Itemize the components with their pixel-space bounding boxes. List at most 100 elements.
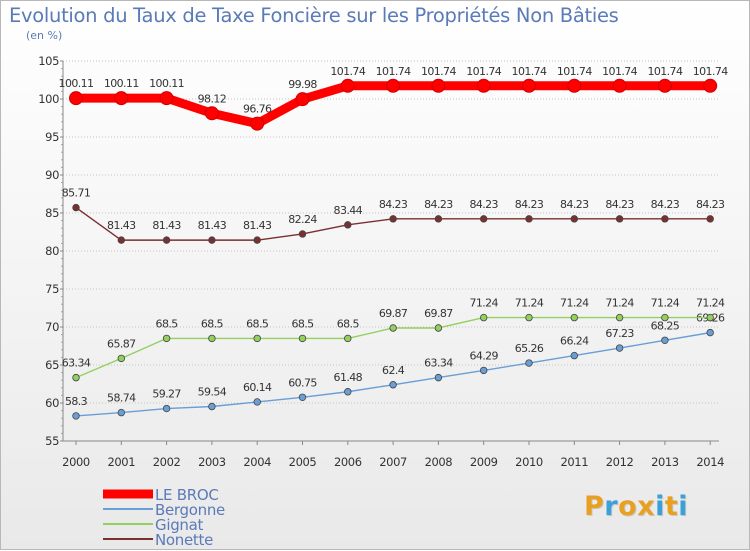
series-gignat: 63.34 65.87 68.5 68.5 68.5 68.5 68.5 69.87 69.87…	[62, 297, 726, 382]
data-label: 100.11	[59, 77, 94, 90]
x-tick-label: 2009	[470, 455, 498, 469]
data-label: 84.23	[605, 198, 634, 211]
data-label: 84.23	[560, 198, 589, 211]
data-label: 60.14	[243, 381, 272, 394]
y-tick-label: 95	[45, 130, 59, 144]
data-point	[389, 324, 397, 332]
data-label: 59.27	[152, 388, 181, 401]
data-point	[661, 313, 669, 322]
data-point	[250, 116, 265, 131]
data-point	[434, 324, 443, 332]
data-label: 101.74	[512, 65, 547, 78]
data-point	[434, 373, 443, 382]
x-tick-label: 2014	[696, 455, 724, 469]
data-label: 101.74	[647, 65, 682, 78]
x-tick-label: 2012	[606, 455, 634, 469]
data-label: 71.24	[515, 297, 544, 310]
data-point	[567, 78, 582, 93]
data-point	[525, 313, 533, 322]
data-point	[253, 398, 261, 406]
data-label: 84.23	[515, 198, 544, 211]
data-point	[480, 313, 488, 322]
data-label: 65.26	[515, 342, 544, 355]
data-point	[162, 404, 171, 413]
data-label: 68.25	[651, 319, 680, 332]
data-point	[114, 91, 129, 106]
data-label: 59.54	[198, 385, 227, 398]
data-point	[522, 78, 536, 93]
y-tick-label: 105	[38, 54, 59, 68]
series-le-broc: 100.11 100.11 100.11 98.12 96.76 99.98 101.74 1…	[59, 65, 729, 131]
data-label: 69.87	[424, 307, 453, 320]
x-tick-label: 2003	[198, 455, 226, 469]
data-point	[298, 334, 307, 343]
data-point	[117, 354, 125, 363]
chart-unit-label: (en %)	[26, 29, 63, 42]
x-tick-label: 2006	[334, 455, 362, 469]
data-point	[615, 344, 624, 352]
data-label: 84.23	[696, 198, 725, 211]
data-point	[344, 388, 352, 396]
y-tick-label: 65	[45, 358, 59, 372]
data-label: 101.74	[693, 65, 728, 78]
data-point	[117, 408, 125, 417]
data-point	[298, 393, 307, 401]
data-label: 63.34	[62, 357, 91, 370]
data-label: 68.5	[291, 317, 314, 330]
data-label: 84.23	[469, 198, 498, 211]
data-point	[525, 215, 533, 223]
y-tick-label: 90	[45, 168, 59, 182]
data-label: 71.24	[651, 297, 680, 310]
data-label: 67.23	[605, 327, 634, 340]
data-label: 101.74	[557, 65, 592, 78]
y-tick-label: 75	[45, 282, 59, 296]
legend-label: Nonette	[155, 531, 213, 549]
chart-title: Evolution du Taux de Taxe Foncière sur l…	[9, 4, 619, 27]
legend-item-nonette: Nonette	[103, 531, 213, 549]
data-label: 101.74	[376, 65, 411, 78]
y-tick-label: 100	[38, 92, 59, 106]
data-label: 81.43	[107, 219, 136, 232]
data-point	[295, 92, 310, 107]
data-label: 68.5	[246, 317, 269, 330]
data-label: 84.23	[424, 198, 453, 211]
data-label: 100.11	[104, 77, 139, 90]
x-tick-label: 2001	[107, 455, 135, 469]
data-label: 69.87	[379, 307, 408, 320]
data-point	[298, 230, 307, 238]
legend-label: LE BROC	[155, 486, 219, 504]
data-point	[162, 236, 171, 244]
data-point	[615, 313, 624, 322]
x-tick-label: 2008	[425, 455, 453, 469]
data-label: 61.48	[334, 371, 363, 384]
data-point	[159, 91, 174, 106]
data-point	[706, 215, 714, 223]
x-tick-label: 2010	[515, 455, 543, 469]
data-point	[253, 334, 261, 343]
data-point	[476, 78, 491, 93]
data-label: 84.23	[379, 198, 408, 211]
data-label: 68.5	[337, 317, 360, 330]
data-point	[612, 78, 627, 93]
data-label: 63.34	[424, 357, 453, 370]
x-tick-label: 2002	[153, 455, 181, 469]
data-point	[344, 221, 352, 229]
data-point	[69, 91, 83, 106]
data-point	[389, 215, 397, 223]
legend-item-bergonne: Bergonne	[103, 501, 225, 519]
x-tick-label: 2007	[379, 455, 407, 469]
y-tick-label: 70	[45, 320, 59, 334]
data-point	[208, 402, 216, 411]
data-label: 101.74	[330, 65, 365, 78]
data-label: 83.44	[334, 204, 363, 217]
data-point	[340, 78, 355, 93]
legend-label: Bergonne	[155, 501, 225, 519]
data-point	[480, 215, 488, 223]
x-tick-label: 2000	[62, 455, 90, 469]
data-label: 65.87	[107, 337, 136, 350]
data-label: 58.74	[107, 392, 136, 405]
x-tick-label: 2011	[560, 455, 588, 469]
data-point	[615, 215, 624, 223]
data-point	[72, 412, 80, 420]
data-label: 82.24	[288, 213, 317, 226]
